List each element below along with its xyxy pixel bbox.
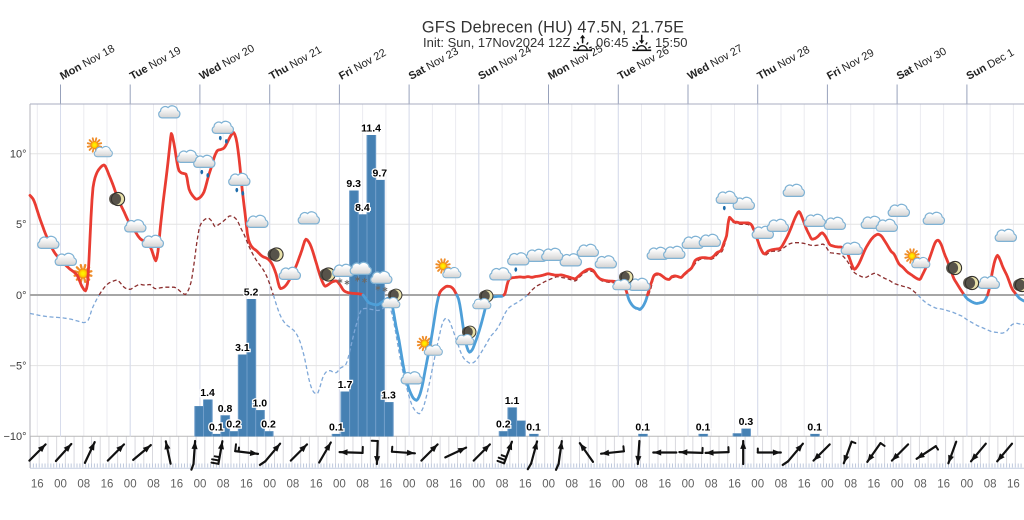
svg-text:08: 08 [147, 479, 160, 491]
svg-text:00: 00 [542, 479, 555, 491]
svg-text:16: 16 [380, 479, 393, 491]
svg-text:00: 00 [472, 479, 485, 491]
svg-text:5°: 5° [16, 219, 27, 231]
svg-text:08: 08 [844, 479, 857, 491]
svg-text:15:50: 15:50 [655, 35, 688, 50]
svg-text:08: 08 [287, 479, 300, 491]
svg-text:00: 00 [891, 479, 904, 491]
svg-text:Sat Nov 23: Sat Nov 23 [407, 45, 461, 82]
svg-text:16: 16 [658, 479, 671, 491]
svg-text:16: 16 [728, 479, 741, 491]
svg-text:0°: 0° [16, 290, 27, 302]
svg-text:08: 08 [635, 479, 648, 491]
svg-text:16: 16 [31, 479, 44, 491]
svg-text:1.4: 1.4 [200, 387, 215, 399]
svg-text:0.1: 0.1 [635, 421, 650, 433]
svg-text:Fri Nov 22: Fri Nov 22 [337, 47, 388, 83]
svg-text:08: 08 [565, 479, 578, 491]
svg-text:0.1: 0.1 [329, 421, 344, 433]
svg-text:3.1: 3.1 [235, 342, 250, 354]
svg-text:0.2: 0.2 [261, 419, 276, 431]
svg-text:08: 08 [426, 479, 439, 491]
svg-text:Mon Nov 18: Mon Nov 18 [58, 43, 117, 83]
svg-text:16: 16 [589, 479, 602, 491]
svg-text:00: 00 [263, 479, 276, 491]
svg-text:9.7: 9.7 [372, 167, 387, 179]
svg-text:Thu Nov 28: Thu Nov 28 [755, 44, 812, 83]
svg-text:GFS Debrecen (HU) 47.5N, 21.75: GFS Debrecen (HU) 47.5N, 21.75E [422, 19, 684, 37]
svg-text:08: 08 [914, 479, 927, 491]
svg-text:08: 08 [77, 479, 90, 491]
svg-text:00: 00 [961, 479, 974, 491]
svg-text:Sun Dec 1: Sun Dec 1 [965, 47, 1017, 83]
svg-text:0.1: 0.1 [526, 421, 541, 433]
svg-text:08: 08 [984, 479, 997, 491]
svg-text:16: 16 [170, 479, 183, 491]
svg-text:06:45: 06:45 [596, 35, 629, 50]
svg-text:00: 00 [124, 479, 137, 491]
svg-text:Sat Nov 30: Sat Nov 30 [895, 45, 949, 82]
svg-text:08: 08 [496, 479, 509, 491]
svg-text:0.2: 0.2 [226, 419, 241, 431]
svg-text:Init: Sun, 17Nov2024 12Z: Init: Sun, 17Nov2024 12Z [423, 35, 570, 50]
svg-text:08: 08 [705, 479, 718, 491]
svg-text:00: 00 [682, 479, 695, 491]
svg-text:1.3: 1.3 [381, 390, 396, 402]
svg-text:16: 16 [1007, 479, 1020, 491]
svg-text:08: 08 [356, 479, 369, 491]
svg-text:00: 00 [54, 479, 67, 491]
svg-text:Wed Nov 27: Wed Nov 27 [686, 43, 745, 83]
svg-text:Wed Nov 20: Wed Nov 20 [198, 43, 257, 83]
svg-text:08: 08 [217, 479, 230, 491]
svg-text:−10°: −10° [3, 431, 26, 443]
svg-text:16: 16 [101, 479, 114, 491]
svg-text:Tue Nov 19: Tue Nov 19 [128, 45, 183, 83]
svg-text:16: 16 [798, 479, 811, 491]
svg-text:11.4: 11.4 [361, 123, 381, 135]
svg-text:00: 00 [821, 479, 834, 491]
svg-text:0.1: 0.1 [209, 421, 224, 433]
svg-text:00: 00 [751, 479, 764, 491]
svg-text:Thu Nov 21: Thu Nov 21 [267, 44, 324, 83]
svg-text:5.2: 5.2 [244, 287, 259, 299]
svg-text:16: 16 [240, 479, 253, 491]
svg-text:00: 00 [612, 479, 625, 491]
svg-text:16: 16 [449, 479, 462, 491]
svg-text:1.0: 1.0 [252, 398, 267, 410]
svg-text:0.8: 0.8 [218, 403, 233, 415]
svg-text:16: 16 [310, 479, 323, 491]
svg-text:0.1: 0.1 [807, 421, 822, 433]
svg-text:16: 16 [937, 479, 950, 491]
svg-text:0.2: 0.2 [496, 419, 511, 431]
svg-text:1.7: 1.7 [338, 379, 353, 391]
svg-text:10°: 10° [10, 149, 27, 161]
svg-text:00: 00 [403, 479, 416, 491]
svg-text:Fri Nov 29: Fri Nov 29 [825, 47, 876, 83]
svg-text:−5°: −5° [10, 360, 27, 372]
svg-text:9.3: 9.3 [346, 178, 361, 190]
svg-text:1.1: 1.1 [505, 395, 520, 407]
svg-text:8.4: 8.4 [355, 202, 370, 214]
svg-text:08: 08 [775, 479, 788, 491]
svg-text:16: 16 [868, 479, 881, 491]
svg-text:0.3: 0.3 [739, 416, 754, 428]
svg-text:16: 16 [519, 479, 532, 491]
svg-text:00: 00 [333, 479, 346, 491]
svg-text:0.1: 0.1 [696, 421, 711, 433]
svg-text:00: 00 [194, 479, 207, 491]
